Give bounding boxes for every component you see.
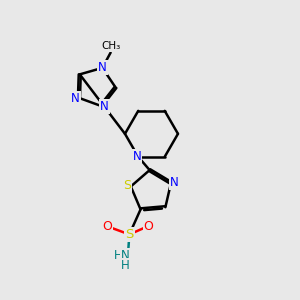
Text: O: O xyxy=(144,220,153,233)
Text: CH₃: CH₃ xyxy=(101,41,120,51)
Text: H: H xyxy=(114,248,123,262)
Text: O: O xyxy=(102,220,112,233)
Text: S: S xyxy=(123,179,131,192)
Text: N: N xyxy=(170,176,179,189)
Text: N: N xyxy=(100,100,109,113)
Text: H: H xyxy=(121,260,129,272)
Text: S: S xyxy=(125,228,134,241)
Text: N: N xyxy=(71,92,80,105)
Text: N: N xyxy=(121,248,129,262)
Text: N: N xyxy=(98,61,107,74)
Text: N: N xyxy=(132,150,141,163)
